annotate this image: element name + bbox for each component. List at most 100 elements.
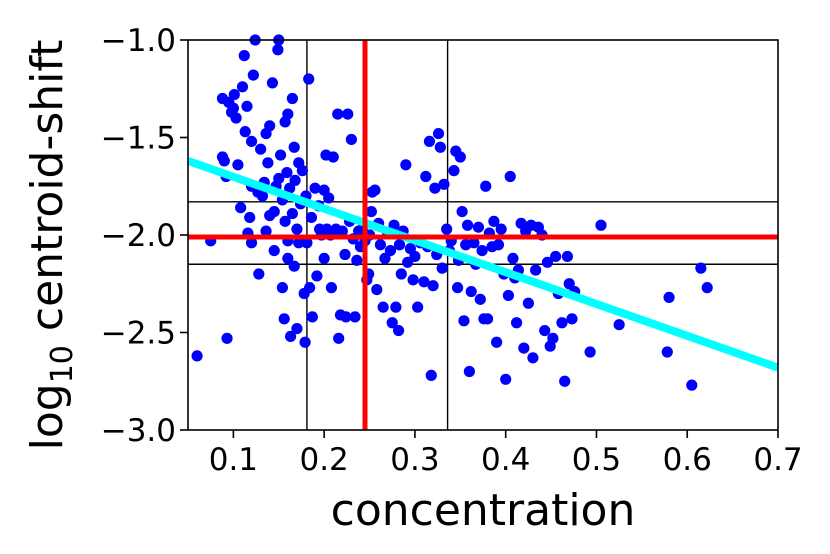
data-point — [454, 151, 466, 163]
data-point — [349, 311, 361, 323]
data-point — [218, 155, 230, 167]
data-point — [495, 223, 507, 235]
data-point — [423, 135, 436, 147]
data-point — [539, 324, 551, 337]
data-point — [541, 256, 554, 268]
data-point — [311, 270, 323, 282]
data-point — [392, 324, 405, 337]
data-point — [253, 268, 265, 280]
data-point — [504, 170, 516, 183]
data-point — [288, 141, 300, 153]
data-point — [255, 143, 267, 155]
data-point — [425, 369, 437, 381]
x-tick-label: 0.4 — [481, 442, 530, 478]
data-point — [239, 126, 251, 138]
data-point — [247, 69, 259, 81]
data-point — [561, 250, 574, 263]
data-point — [661, 346, 673, 358]
data-point — [274, 149, 287, 161]
data-point — [427, 280, 439, 292]
data-point — [238, 50, 250, 62]
data-point — [264, 120, 276, 132]
data-point — [420, 170, 432, 183]
data-point — [441, 223, 453, 235]
data-point — [476, 245, 488, 257]
data-point — [244, 211, 256, 224]
data-point — [474, 293, 486, 305]
fit-line-layer — [186, 157, 780, 372]
data-point — [412, 301, 424, 313]
data-point — [550, 250, 562, 263]
data-point — [695, 262, 707, 274]
data-point — [500, 373, 512, 385]
x-tick-label: 0.5 — [572, 442, 621, 478]
data-point — [369, 184, 381, 196]
data-point — [268, 245, 280, 257]
data-point — [434, 141, 446, 153]
data-point — [273, 172, 285, 185]
data-point — [284, 330, 297, 342]
data-point — [304, 282, 316, 294]
data-point — [566, 313, 578, 325]
data-point — [488, 215, 500, 227]
data-point — [465, 285, 477, 298]
data-point — [395, 268, 407, 280]
y-axis-title: log10 centroid-shift — [22, 40, 80, 451]
data-point — [563, 278, 575, 290]
data-point — [556, 317, 568, 329]
data-point — [518, 342, 530, 354]
data-point — [663, 291, 675, 303]
data-point — [282, 252, 294, 264]
data-point — [266, 77, 279, 89]
data-point — [472, 221, 485, 233]
data-point — [451, 282, 464, 294]
y-tick-label: −3.0 — [101, 413, 176, 449]
data-point — [325, 282, 338, 294]
data-point — [491, 336, 503, 348]
y-tick-label: −2.5 — [101, 316, 176, 352]
data-point — [595, 219, 607, 231]
data-point — [507, 252, 519, 264]
y-tick-label: −2.0 — [101, 218, 176, 254]
data-point — [305, 211, 318, 224]
data-point — [409, 250, 421, 263]
data-point — [281, 167, 293, 179]
data-point — [291, 323, 303, 335]
x-tick-label: 0.1 — [209, 442, 258, 478]
data-point — [260, 225, 272, 237]
data-point — [613, 319, 625, 331]
data-point — [301, 237, 313, 249]
data-point — [371, 284, 383, 296]
fit-line — [186, 157, 780, 372]
data-point — [235, 202, 247, 214]
data-point — [530, 264, 542, 276]
data-point — [400, 159, 412, 171]
data-point — [374, 239, 387, 251]
data-point — [245, 237, 258, 249]
data-point — [282, 108, 294, 120]
data-point — [438, 178, 450, 190]
y-tick-label: −1.0 — [101, 23, 176, 59]
data-point — [390, 301, 402, 313]
data-point — [463, 365, 475, 378]
data-point — [458, 315, 470, 327]
ticks-layer: 0.1 0.2 0.3 0.4 0.5 0.6 0.7 −1.0 −1.5 −2.0 −2.5 −3.… — [101, 23, 803, 478]
data-point — [272, 44, 284, 56]
median-lines-layer — [188, 40, 778, 430]
data-point — [309, 182, 321, 194]
y-axis-title-rest: centroid-shift — [22, 40, 73, 345]
data-point — [527, 352, 539, 364]
data-point — [232, 159, 244, 171]
data-point — [384, 245, 397, 257]
data-point — [286, 92, 298, 105]
x-axis-title: concentration — [331, 485, 636, 536]
data-point — [418, 276, 430, 288]
data-point — [332, 108, 344, 120]
data-point — [559, 375, 571, 387]
y-tick-label: −1.5 — [101, 121, 176, 157]
data-point — [303, 73, 315, 85]
data-point — [323, 192, 335, 204]
data-point — [339, 248, 351, 261]
data-point — [327, 151, 339, 163]
